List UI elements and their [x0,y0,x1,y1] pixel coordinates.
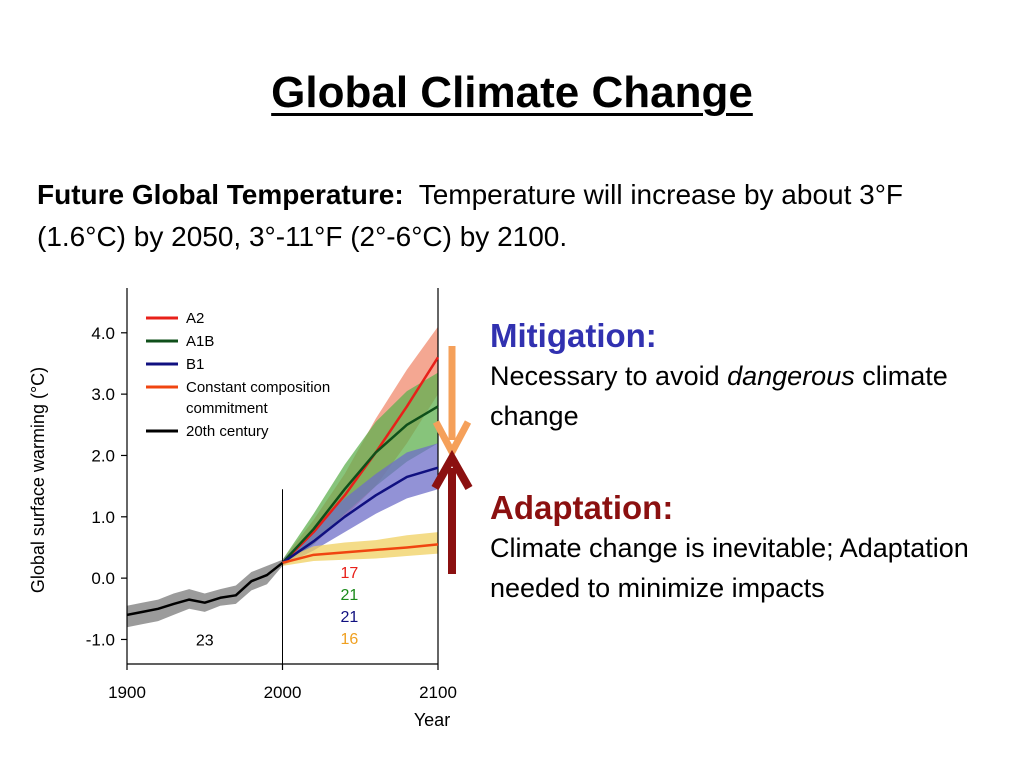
series-lines [126,356,440,617]
legend-label-1: A1B [186,333,214,350]
arrow-up-head [431,449,473,490]
x-tick-label: 1900 [108,683,146,702]
slide-title: Global Climate Change [271,68,753,117]
adaptation-block: Adaptation: Climate change is inevitable… [490,488,1010,608]
y-tick-label: 1.0 [91,508,115,527]
legend-label-0: A2 [186,310,204,327]
y-tick-label: -1.0 [86,630,115,649]
series-line-1 [281,405,439,564]
series-line-3 [282,543,439,565]
mitigation-text-b: climate change [490,361,948,431]
intro-text: Temperature will increase by about 3°F (… [37,179,904,252]
warming-chart: -1.0 0.0 1.0 2.0 3.0 4.0 1900 2000 2100 Year Globa… [20,286,470,738]
mitigation-text: Necessary to avoid dangerous climate cha… [490,356,1010,436]
legend-label-2: B1 [186,356,204,373]
y-tick-label: 2.0 [91,446,115,465]
x-tick-label: 2100 [419,683,457,702]
mitigation-text-em: dangerous [727,361,855,391]
legend-label-3-line2: commitment [186,400,269,417]
model-count-0: 17 [340,565,358,582]
chart-legend: A2 A1B B1 Constant composition commitment 20t… [146,310,330,440]
y-axis-label: Global surface warming (°C) [28,367,48,593]
chart-annotations: 23 17 21 21 16 [196,565,359,649]
band-4 [127,559,283,628]
x-tick-label: 2000 [264,683,302,702]
mitigation-block: Mitigation: Necessary to avoid dangerous… [490,316,1010,436]
model-count-3: 16 [340,631,358,648]
chart-axes: -1.0 0.0 1.0 2.0 3.0 4.0 1900 2000 2100 Year Globa… [28,288,457,730]
intro-lead: Future Global Temperature: [37,179,404,210]
intro-paragraph: Future Global Temperature: Temperature w… [37,174,997,258]
mitigation-heading: Mitigation: [490,317,657,354]
series-line-0 [281,356,440,564]
legend-label-3: Constant composition [186,379,330,396]
y-tick-label: 0.0 [91,569,115,588]
series-line-4 [126,561,284,617]
legend-label-4: 20th century [186,423,269,440]
model-count-20th: 23 [196,632,214,649]
mitigation-text-a: Necessary to avoid [490,361,728,391]
warming-chart-svg: -1.0 0.0 1.0 2.0 3.0 4.0 1900 2000 2100 Year Globa… [28,288,457,730]
adaptation-text: Climate change is inevitable; Adaptation… [490,533,969,603]
y-tick-label: 3.0 [91,385,115,404]
x-axis-label: Year [414,710,450,730]
model-count-2: 21 [340,609,358,626]
adaptation-heading: Adaptation: [490,489,674,526]
y-tick-label: 4.0 [91,324,115,343]
band-3 [282,532,438,566]
arrows-graphic [431,346,473,574]
model-count-1: 21 [340,587,358,604]
series-line-2 [281,466,439,564]
